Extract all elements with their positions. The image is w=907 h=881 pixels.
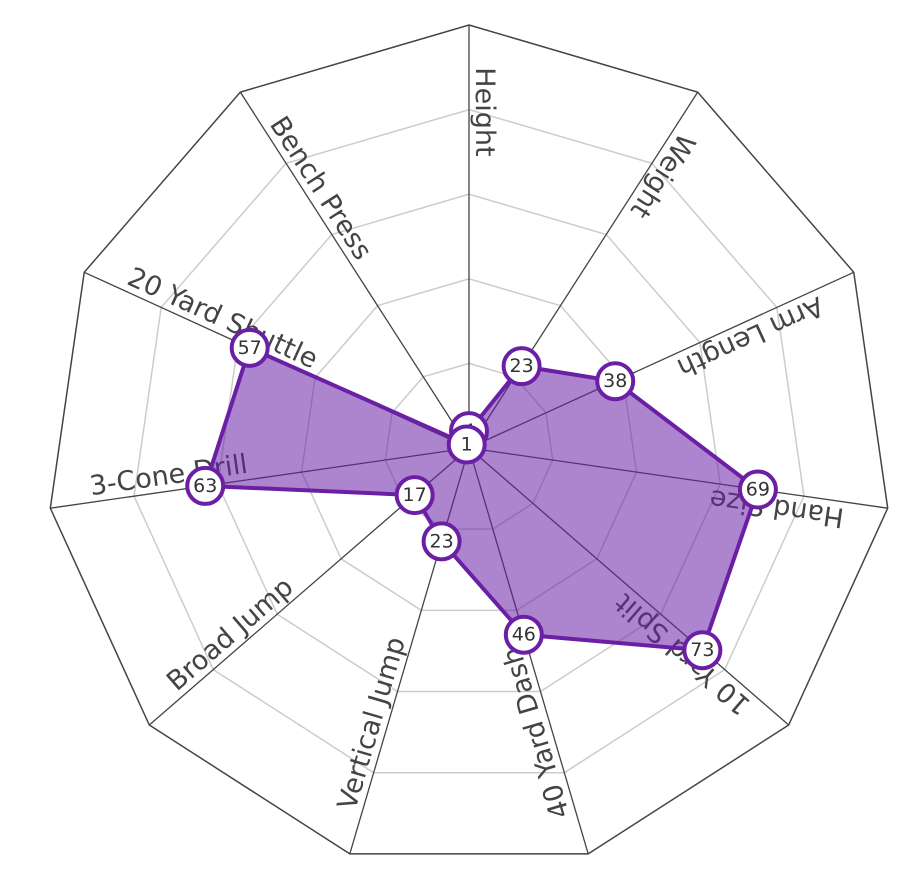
axis-label-group: 40 Yard Dash — [497, 643, 577, 822]
data-point — [446, 424, 487, 465]
axis-label: Bench Press — [263, 111, 378, 266]
value-label: 46 — [512, 624, 536, 646]
axis-label-group: Bench Press — [263, 111, 378, 266]
data-point — [737, 469, 778, 510]
value-label: 23 — [510, 355, 534, 377]
axis-label-group: 20 Yard Shuttle — [123, 262, 323, 375]
axis-label: Arm Length — [672, 290, 828, 383]
data-point — [421, 521, 462, 562]
value-label: 57 — [238, 337, 262, 359]
axis-label: Broad Jump — [161, 571, 299, 697]
data-point — [682, 630, 723, 671]
axis-label-group: Vertical Jump — [332, 634, 412, 814]
data-point — [185, 465, 226, 506]
value-label: 69 — [746, 479, 770, 501]
value-label: 63 — [193, 475, 217, 497]
axis-label: Height — [469, 67, 500, 156]
axis-label-group: Arm Length — [672, 290, 828, 383]
data-point — [595, 361, 636, 402]
axis-label: Vertical Jump — [332, 634, 412, 814]
data-point — [503, 614, 544, 655]
grid-ring — [217, 193, 721, 693]
axis-label: Weight — [624, 128, 701, 224]
outer-ring — [49, 24, 889, 855]
spoke — [239, 91, 470, 449]
data-point — [394, 475, 435, 516]
value-label: 38 — [603, 370, 627, 392]
value-label: 17 — [403, 484, 427, 506]
data-point — [501, 346, 542, 387]
value-label: 23 — [429, 530, 453, 552]
value-label: 73 — [690, 639, 714, 661]
axis-label: 40 Yard Dash — [497, 643, 577, 822]
axis-label-group: Height — [469, 67, 500, 156]
axis-label-group: Weight — [624, 128, 701, 224]
axis-label: 20 Yard Shuttle — [123, 262, 323, 375]
data-point — [229, 327, 270, 368]
grid-ring — [133, 108, 805, 774]
value-label: 1 — [461, 433, 473, 455]
axis-label-group: Broad Jump — [161, 571, 299, 697]
